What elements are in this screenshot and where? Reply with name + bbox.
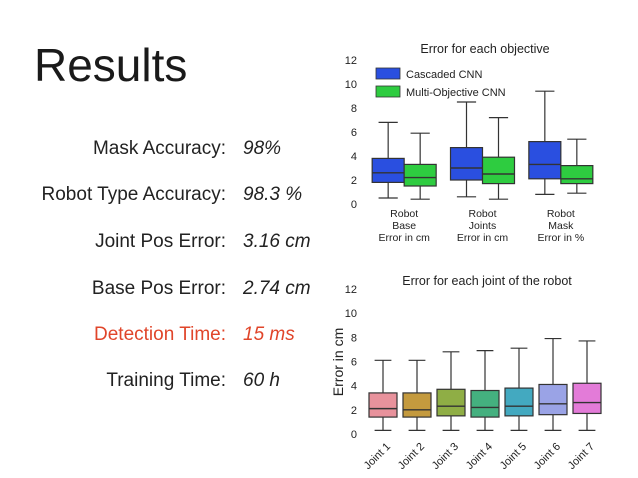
chart2-x-tick: Joint 1 bbox=[362, 441, 393, 472]
chart1-box-cascaded bbox=[528, 90, 562, 195]
box-iqr bbox=[371, 157, 405, 183]
chart1-x-tick: Error in % bbox=[537, 232, 584, 244]
metric-label: Training Time: bbox=[106, 370, 226, 391]
chart1-x-tick: Robot bbox=[468, 208, 496, 220]
chart1-y-tick: 4 bbox=[351, 151, 357, 163]
chart1-x-tick: Mask bbox=[548, 220, 574, 232]
box-iqr bbox=[470, 389, 500, 418]
box-iqr bbox=[402, 392, 432, 418]
chart2-x-tick: Joint 3 bbox=[430, 441, 461, 472]
metric-base-pos-error: Base Pos Error: 2.74 cm bbox=[0, 278, 638, 308]
chart1-legend-swatch bbox=[375, 85, 401, 98]
chart1-legend-label: Multi-Objective CNN bbox=[406, 87, 506, 99]
metric-training-time: Training Time: 60 h bbox=[0, 370, 638, 400]
chart1-x-tick: Robot bbox=[547, 208, 575, 220]
chart2-y-tick: 4 bbox=[351, 381, 357, 393]
chart1-y-tick: 2 bbox=[351, 175, 357, 187]
metric-label: Robot Type Accuracy: bbox=[41, 184, 226, 205]
box-iqr bbox=[572, 382, 602, 415]
box-iqr bbox=[449, 147, 484, 181]
chart2-box bbox=[572, 340, 602, 431]
chart1-box-cascaded bbox=[371, 121, 405, 199]
chart2-x-tick: Joint 6 bbox=[532, 441, 563, 472]
metric-detection-time: Detection Time: 15 ms bbox=[0, 324, 638, 354]
box-iqr bbox=[481, 156, 516, 185]
metric-value: 60 h bbox=[243, 370, 280, 391]
chart1-x-tick: Error in cm bbox=[457, 232, 509, 244]
chart2-box bbox=[470, 350, 500, 431]
chart1-x-tick: Error in cm bbox=[378, 232, 430, 244]
chart2-box bbox=[538, 337, 568, 431]
chart2-y-tick: 2 bbox=[351, 405, 357, 417]
chart2-x-tick: Joint 2 bbox=[396, 441, 427, 472]
metric-mask-accuracy: Mask Accuracy: 98% bbox=[0, 138, 638, 168]
chart2-y-tick: 10 bbox=[345, 308, 357, 320]
metric-label: Mask Accuracy: bbox=[92, 138, 226, 159]
chart2-x-tick: Joint 7 bbox=[566, 441, 597, 472]
chart1-legend-swatch bbox=[375, 67, 401, 80]
chart2-y-tick: 8 bbox=[351, 332, 357, 344]
metric-label: Joint Pos Error: bbox=[95, 231, 226, 252]
chart2-x-tick: Joint 4 bbox=[464, 441, 495, 472]
box-iqr bbox=[436, 388, 466, 417]
chart1-y-tick: 10 bbox=[345, 79, 357, 91]
page-title: Results bbox=[34, 39, 188, 91]
metric-label: Detection Time: bbox=[94, 324, 226, 345]
metric-value: 15 ms bbox=[243, 324, 295, 345]
chart2-box bbox=[504, 347, 534, 431]
chart2-box bbox=[436, 351, 466, 431]
chart2-y-tick: 12 bbox=[345, 284, 357, 296]
chart1-title: Error for each objective bbox=[420, 42, 549, 56]
chart2-x-tick: Joint 5 bbox=[498, 441, 529, 472]
box-iqr bbox=[528, 141, 562, 180]
metric-value: 2.74 cm bbox=[243, 278, 311, 299]
chart1-x-tick: Joints bbox=[469, 220, 496, 232]
metric-value: 98.3 % bbox=[243, 184, 303, 205]
chart2-box bbox=[368, 359, 398, 431]
chart1-box-cascaded bbox=[449, 101, 484, 198]
chart2-y-label: Error in cm bbox=[330, 328, 346, 396]
box-iqr bbox=[403, 163, 437, 187]
chart1-x-tick: Base bbox=[392, 220, 416, 232]
chart2-title: Error for each joint of the robot bbox=[402, 274, 572, 288]
box-iqr bbox=[368, 392, 398, 418]
box-iqr bbox=[560, 165, 594, 185]
chart2-y-tick: 6 bbox=[351, 357, 357, 369]
metric-robot-type-accuracy: Robot Type Accuracy: 98.3 % bbox=[0, 184, 638, 214]
chart2-y-tick: 0 bbox=[351, 429, 357, 441]
chart2-box bbox=[402, 359, 432, 431]
box-iqr bbox=[538, 383, 568, 416]
metric-value: 3.16 cm bbox=[243, 231, 311, 252]
chart1-y-tick: 8 bbox=[351, 103, 357, 115]
chart1-box-multi bbox=[560, 138, 594, 194]
metric-label: Base Pos Error: bbox=[91, 278, 226, 299]
chart1-box-multi bbox=[403, 132, 437, 200]
box-iqr bbox=[504, 387, 534, 417]
metric-value: 98% bbox=[243, 138, 282, 159]
chart1-y-tick: 12 bbox=[345, 55, 357, 67]
chart1-x-tick: Robot bbox=[390, 208, 418, 220]
chart1-legend-label: Cascaded CNN bbox=[406, 69, 482, 81]
chart1-y-tick: 0 bbox=[351, 199, 357, 211]
chart1-y-tick: 6 bbox=[351, 127, 357, 139]
metric-joint-pos-error: Joint Pos Error: 3.16 cm bbox=[0, 231, 638, 261]
chart1-box-multi bbox=[481, 116, 516, 200]
